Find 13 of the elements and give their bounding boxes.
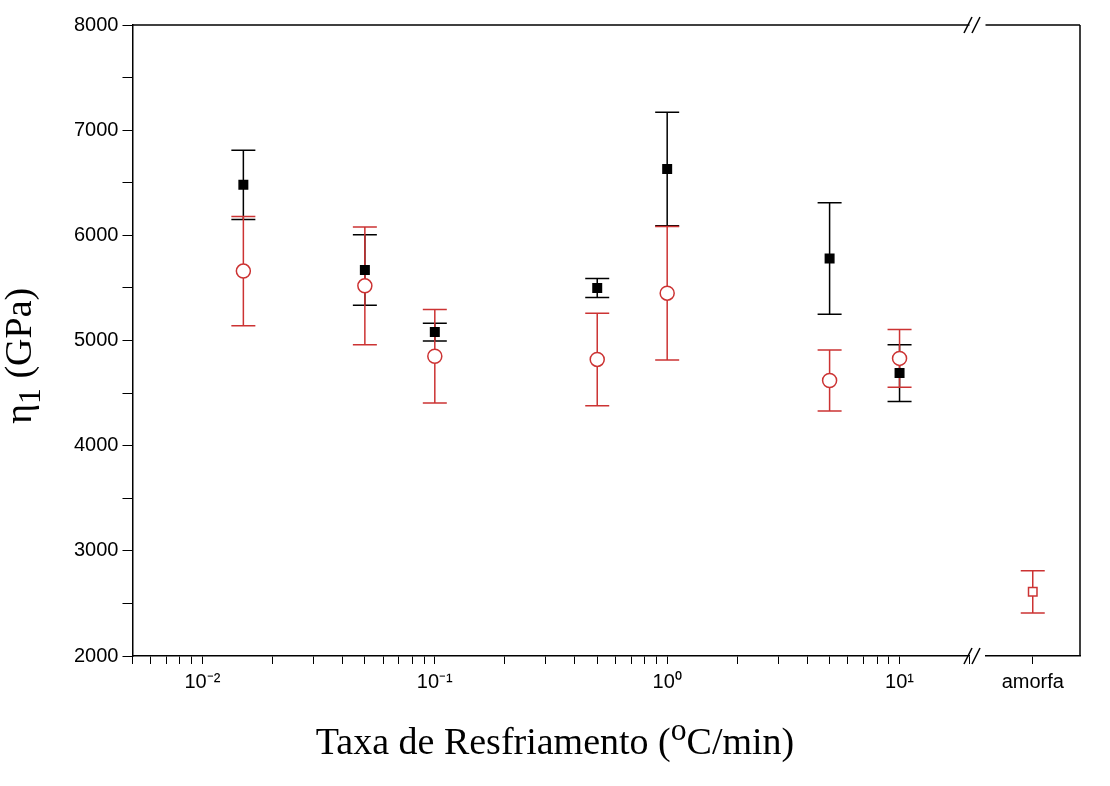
y-tick-label: 5000 (73, 328, 119, 351)
x-tick-label: amorfa (1001, 669, 1065, 692)
y-tick-label: 8000 (73, 12, 119, 35)
x-tick-label: 10⁻² (184, 669, 221, 692)
x-axis-title: Taxa de Resfriamento ($^{o}$C/min) (314, 712, 796, 763)
y-tick-label: 7000 (73, 117, 119, 140)
y-tick-label: 6000 (73, 222, 119, 245)
y-tick-label: 3000 (73, 538, 119, 561)
x-tick-label: 10⁰ (652, 669, 682, 692)
x-tick-label: 10¹ (885, 669, 915, 692)
y-tick-label: 2000 (73, 643, 119, 666)
y-tick-label: 4000 (73, 433, 119, 456)
x-tick-label: 10⁻¹ (416, 669, 454, 692)
